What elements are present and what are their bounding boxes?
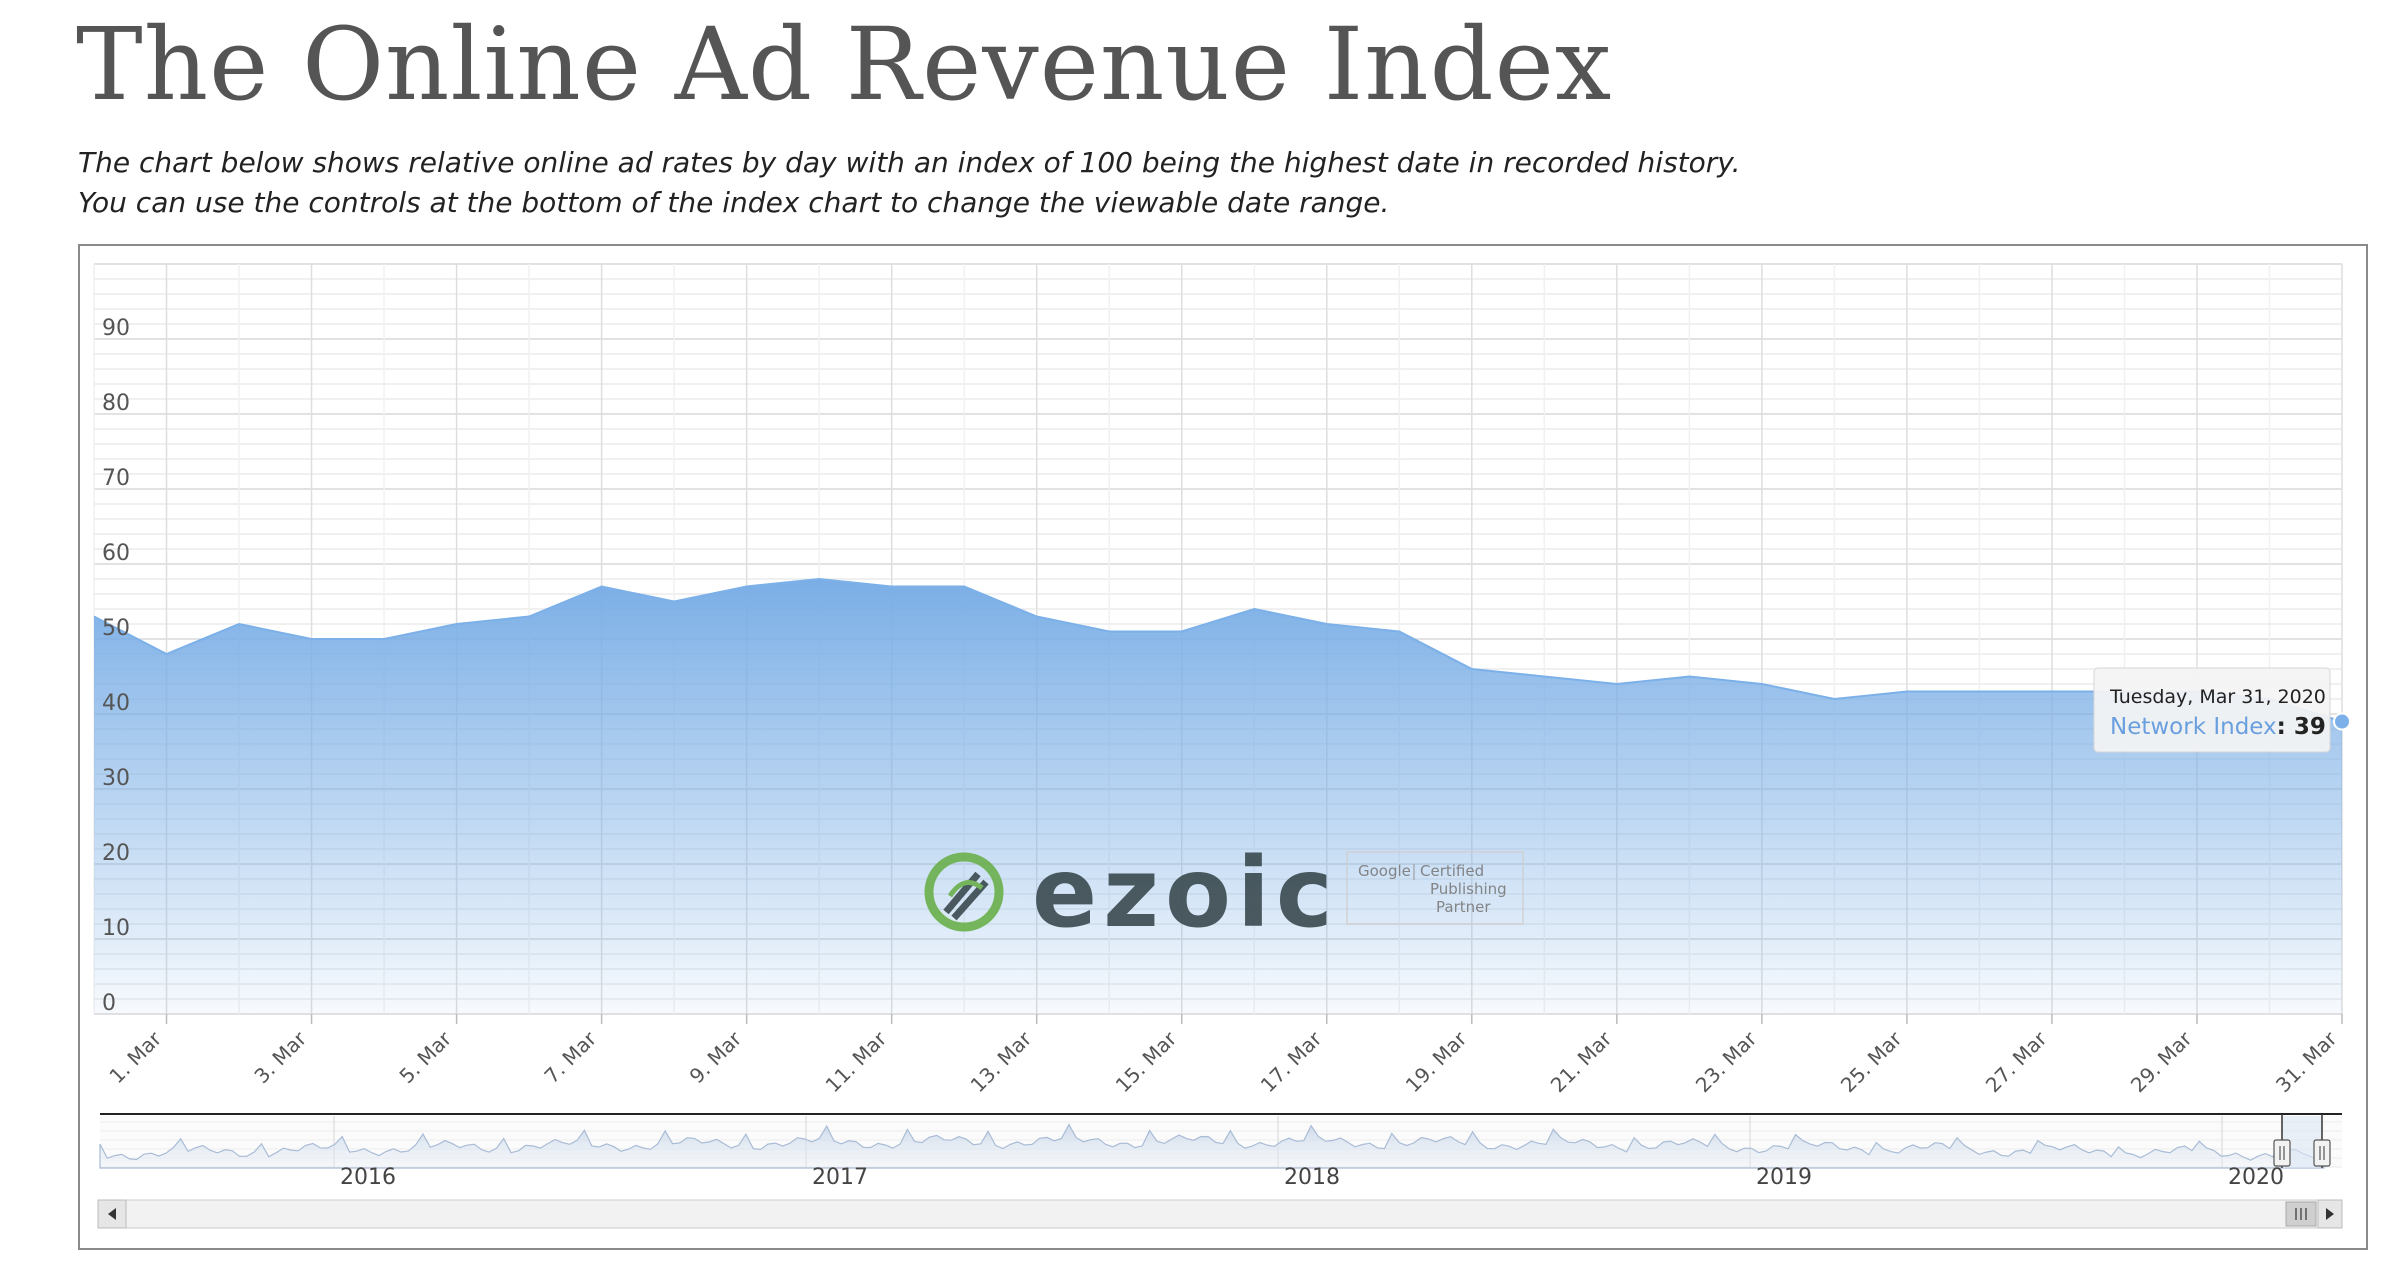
navigator-year-labels: 2016 2017 2018 2019 2020 [340,1165,2284,1190]
x-tick-label: 3. Mar [249,1026,311,1088]
x-tick-label: 7. Mar [539,1026,601,1088]
x-tick-label: 29. Mar [2126,1026,2197,1097]
badge-partner-text: Partner [1436,898,1491,916]
chart-description-line-2: You can use the controls at the bottom o… [78,186,1390,219]
x-tick-label: 9. Mar [685,1026,747,1088]
y-tick-label: 10 [102,916,130,941]
x-tick-label: 23. Mar [1691,1026,1762,1097]
y-tick-label: 70 [102,466,130,491]
scrollbar-right-button[interactable] [2317,1199,2343,1229]
scrollbar-thumb[interactable] [2285,1201,2317,1227]
arrow-right-icon [2326,1208,2334,1220]
tooltip-date: Tuesday, Mar 31, 2020 [2109,686,2326,708]
x-tick-label: 1. Mar [104,1026,166,1088]
y-tick-label: 60 [102,541,130,566]
y-tick-label: 30 [102,766,130,791]
y-tick-label: 50 [102,616,130,641]
tooltip-series-label: Network Index [2110,714,2277,740]
x-tick-label: 13. Mar [966,1026,1037,1097]
navigator-year-label: 2018 [1284,1165,1340,1190]
navigator-right-handle[interactable] [2313,1139,2331,1167]
x-tick-label: 15. Mar [1111,1026,1182,1097]
navigator-year-label: 2017 [812,1165,868,1190]
tooltip: Tuesday, Mar 31, 2020 Network Index: 39 [2093,667,2331,753]
ezoic-wordmark: ezoic [1032,837,1339,949]
navigator-year-label: 2019 [1756,1165,1812,1190]
scrollbar-left-button[interactable] [97,1199,127,1229]
y-tick-label: 20 [102,841,130,866]
x-tick-label: 31. Mar [2271,1026,2342,1097]
navigator-year-label: 2016 [340,1165,396,1190]
y-tick-label: 80 [102,391,130,416]
ad-revenue-index-chart: 0 10 20 30 40 50 60 70 80 90 1. Mar 3. Mar 5. Mar 7.… [93,263,2351,1229]
ezoic-watermark: ezoic Google Certified Publishing Partne… [924,837,1524,949]
navigator-year-label: 2020 [2228,1165,2284,1190]
x-axis-ticks: 1. Mar 3. Mar 5. Mar 7. Mar 9. Mar 11. Mar 13.… [104,1014,2343,1097]
y-tick-label: 0 [102,991,116,1016]
arrow-left-icon [108,1208,116,1220]
badge-google-text: Google [1358,862,1411,880]
tooltip-series-line: Network Index: 39 [2110,714,2326,740]
ezoic-logo-icon [924,852,1004,932]
x-tick-label: 27. Mar [1981,1026,2052,1097]
y-axis-ticks: 0 10 20 30 40 50 60 70 80 90 [102,316,130,1016]
navigator-series-area [99,1123,2325,1169]
navigator-left-handle[interactable] [2273,1139,2291,1167]
data-point [2333,712,2351,731]
tooltip-value: 39 [2294,714,2326,740]
x-tick-label: 21. Mar [1546,1026,1617,1097]
chart-description-line-1: The chart below shows relative online ad… [78,146,1741,179]
tooltip-colon: : [2277,714,2294,740]
badge-certified-text: Certified [1420,862,1484,880]
y-tick-label: 40 [102,691,130,716]
series-line-network-index [93,577,2343,723]
chart-container: 0 10 20 30 40 50 60 70 80 90 1. Mar 3. Mar 5. Mar 7.… [78,244,2368,1250]
x-tick-label: 17. Mar [1256,1026,1327,1097]
badge-publishing-text: Publishing [1430,880,1507,898]
data-points [2333,712,2351,731]
scrollbar[interactable] [97,1199,2343,1229]
x-tick-label: 25. Mar [1836,1026,1907,1097]
certified-badge-frame [1346,851,1524,925]
x-tick-label: 19. Mar [1401,1026,1472,1097]
navigator[interactable]: 2016 2017 2018 2019 2020 [99,1113,2342,1190]
page-title: The Online Ad Revenue Index [76,6,1613,123]
x-tick-label: 5. Mar [394,1026,456,1088]
x-tick-label: 11. Mar [821,1026,892,1097]
y-tick-label: 90 [102,316,130,341]
